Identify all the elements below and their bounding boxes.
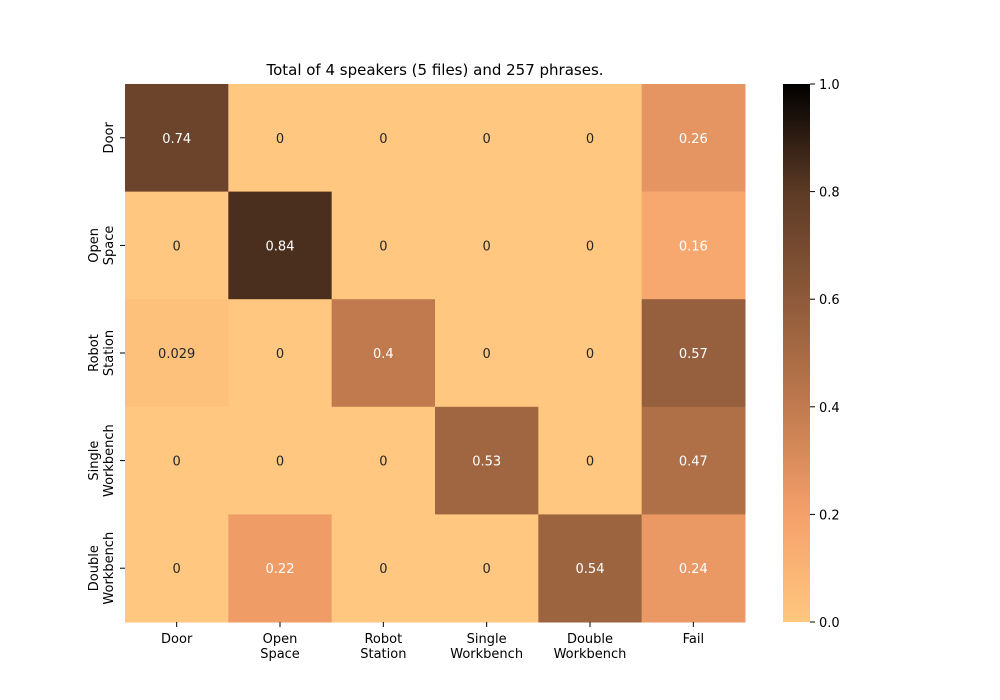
x-tick-label: Door	[161, 632, 193, 647]
colorbar-tick-label: 0.4	[819, 401, 840, 416]
cell-value-label: 0	[586, 239, 594, 254]
x-tick-label: Workbench	[554, 647, 627, 662]
heatmap-cell	[641, 84, 746, 193]
x-tick-label: Station	[360, 647, 406, 662]
cell-value-label: 0	[276, 455, 284, 470]
heatmap-cell	[435, 514, 539, 623]
cell-value-label: 0	[586, 132, 594, 147]
x-tick-label: Robot	[364, 632, 402, 647]
heatmap-cell	[641, 299, 746, 408]
colorbar-tick-label: 0.8	[819, 186, 840, 201]
x-tick-label: Double	[567, 632, 613, 647]
y-tick-label: Workbench	[102, 424, 117, 497]
heatmap-cell	[228, 84, 333, 193]
heatmap-cell	[125, 514, 229, 623]
y-tick-label: Workbench	[102, 532, 117, 605]
cell-value-label: 0.4	[373, 347, 394, 362]
cell-value-label: 0.57	[679, 347, 708, 362]
colorbar-tick-label: 0.0	[819, 616, 840, 631]
x-tick-label: Open	[263, 632, 298, 647]
colorbar-tick-label: 1.0	[819, 78, 840, 93]
cell-value-label: 0.84	[266, 239, 295, 254]
heatmap-cell	[228, 406, 333, 515]
cell-value-label: 0	[173, 455, 181, 470]
colorbar-gradient	[783, 84, 810, 622]
cell-value-label: 0	[483, 562, 491, 577]
heatmap-cell	[331, 299, 436, 408]
x-tick-label: Workbench	[450, 647, 523, 662]
heatmap-cell	[641, 191, 746, 300]
heatmap-cell	[331, 514, 436, 623]
y-tick-label: Station	[102, 330, 117, 376]
cell-value-label: 0.24	[679, 562, 708, 577]
heatmap-cell	[538, 299, 643, 408]
colorbar-tick-label: 0.6	[819, 293, 840, 308]
heatmap-cell	[331, 84, 436, 193]
cell-value-label: 0	[276, 132, 284, 147]
heatmap-cells	[125, 84, 746, 623]
y-tick-label: Space	[102, 226, 117, 266]
x-axis: Door OpenSpaceRobotStationSingleWorkbench…	[161, 622, 704, 662]
heatmap-cell	[125, 84, 229, 193]
cell-value-label: 0.54	[576, 562, 605, 577]
x-tick-label: Fail	[683, 632, 704, 647]
colorbar-tick-label: 0.2	[819, 508, 840, 523]
heatmap-cell	[641, 406, 746, 515]
heatmap-cell	[228, 191, 333, 300]
cell-value-label: 0.53	[472, 455, 501, 470]
cell-value-label: 0	[173, 562, 181, 577]
heatmap-cell	[538, 191, 643, 300]
heatmap-cell	[435, 299, 539, 408]
chart-title: Total of 4 speakers (5 files) and 257 ph…	[265, 61, 603, 79]
y-tick-label: Single	[87, 441, 102, 481]
x-tick-label: Space	[260, 647, 300, 662]
heatmap-cell-labels: 0.74 0 0 0 0 0.26 0 0.84 0 0 0 0.16 0.029 0 0.4 0 0 0.57 0…	[158, 132, 708, 577]
heatmap-cell	[538, 84, 643, 193]
cell-value-label: 0	[483, 239, 491, 254]
cell-value-label: 0.22	[266, 562, 295, 577]
y-tick-label: Robot	[87, 334, 102, 372]
heatmap-cell	[125, 299, 229, 408]
cell-value-label: 0	[379, 455, 387, 470]
cell-value-label: 0	[379, 132, 387, 147]
cell-value-label: 0	[586, 347, 594, 362]
heatmap-cell	[125, 191, 229, 300]
heatmap-cell	[435, 406, 539, 515]
heatmap-cell	[435, 191, 539, 300]
heatmap-cell	[538, 514, 643, 623]
colorbar: 0.0 0.2 0.4 0.6 0.8 1.0	[783, 78, 840, 631]
y-tick-label: Door	[102, 122, 117, 154]
cell-value-label: 0	[379, 239, 387, 254]
cell-value-label: 0	[586, 455, 594, 470]
cell-value-label: 0	[483, 132, 491, 147]
heatmap-cell	[331, 191, 436, 300]
cell-value-label: 0.029	[158, 347, 195, 362]
heatmap-cell	[331, 406, 436, 515]
y-tick-label: Double	[87, 545, 102, 591]
cell-value-label: 0.16	[679, 239, 708, 254]
heatmap-cell	[228, 299, 333, 408]
x-tick-label: Single	[467, 632, 507, 647]
heatmap-cell	[125, 406, 229, 515]
heatmap-cell	[641, 514, 746, 623]
cell-value-label: 0	[379, 562, 387, 577]
cell-value-label: 0	[483, 347, 491, 362]
cell-value-label: 0.47	[679, 455, 708, 470]
cell-value-label: 0	[276, 347, 284, 362]
cell-value-label: 0.26	[679, 132, 708, 147]
heatmap-cell	[435, 84, 539, 193]
heatmap-cell	[538, 406, 643, 515]
cell-value-label: 0	[173, 239, 181, 254]
y-tick-label: Open	[87, 228, 102, 263]
heatmap-cell	[228, 514, 333, 623]
cell-value-label: 0.74	[162, 132, 191, 147]
